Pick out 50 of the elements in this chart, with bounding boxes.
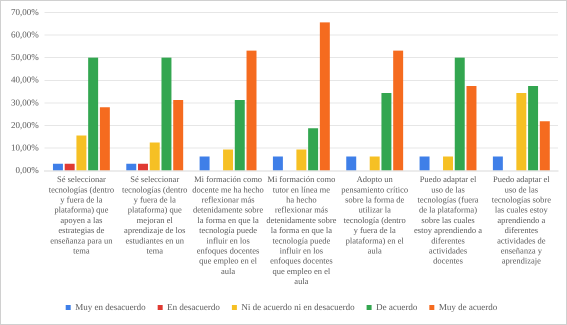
category-label: Mi formación como tutor en línea me ha hecho reflexionar más detenidamente sobre la forma en que la tecnología puede influir en los enfoques docentes que empleo en el aula (266, 174, 336, 286)
bar (272, 156, 283, 170)
legend-label: Ni de acuerdo ni en desacuerdo (241, 302, 356, 312)
x-tick-label: Sé seleccionar tecnologías (dentro y fuera de la plataforma) que mejoran el aprendizaje de los estudiantes en un tema (122, 174, 188, 256)
legend-label: Muy de acuerdo (438, 302, 498, 312)
bar (346, 156, 356, 170)
bar (100, 107, 110, 170)
category-label: Puedo adaptar el uso de las tecnologías sobre las cuales estoy aprendiendo a diferentes actividades de enseñanza y aprendizaje (492, 174, 551, 266)
bar (138, 164, 148, 170)
bar (454, 58, 465, 170)
x-tick-label: Adopto un pensamiento crítico sobre la forma de utilizar la tecnología (dentro y fuera de la plataforma) en el aula (341, 174, 408, 256)
bar (370, 156, 380, 170)
bar (466, 86, 476, 170)
bar (528, 86, 538, 170)
bar (126, 164, 136, 170)
category-label: Puedo adaptar el uso de las tecnologías (fuera de la plataforma) sobre las cuales estoy aprendiendo a diferentes actividades docentes (414, 174, 482, 266)
bar (200, 156, 210, 170)
bar (150, 142, 160, 170)
legend-label: Muy en desacuerdo (75, 302, 146, 312)
bar (420, 156, 430, 170)
y-tick-label: 50,00% (10, 52, 40, 62)
bar (52, 164, 63, 170)
y-tick-label: 70,00% (10, 6, 40, 17)
y-tick-label: 40,00% (10, 74, 40, 85)
bar (223, 150, 234, 170)
y-tick-label: 60,00% (10, 29, 40, 40)
bar (516, 92, 526, 170)
bar (161, 58, 172, 170)
y-tick-label: 20,00% (10, 120, 40, 130)
bar (296, 150, 306, 170)
bar (443, 156, 454, 170)
bar (381, 92, 392, 170)
bar (76, 136, 86, 170)
legend-label: De acuerdo (376, 302, 418, 312)
category-label: Mi formación como docente me ha hecho reflexionar más detenidamente sobre la forma en que la tecnología puede influir en los enfoques docentes que empleo en el aula (192, 174, 264, 276)
bar (234, 100, 245, 170)
y-tick-label: 30,00% (10, 97, 40, 108)
bar (88, 58, 98, 170)
bar (173, 100, 184, 170)
bar (320, 22, 330, 170)
y-tick-label: 10,00% (10, 142, 40, 153)
bar (393, 50, 404, 170)
legend-label: En desacuerdo (167, 302, 220, 312)
bar (308, 128, 318, 170)
x-tick-label: Sé seleccionar tecnologías (dentro y fuera de la plataforma) que apoyen a las estrategias de enseñanza para un tema (48, 174, 114, 256)
bar (540, 121, 550, 170)
bar (64, 164, 75, 170)
y-tick-label: 0,00% (15, 165, 40, 176)
bar (492, 156, 503, 170)
bar (246, 50, 256, 170)
